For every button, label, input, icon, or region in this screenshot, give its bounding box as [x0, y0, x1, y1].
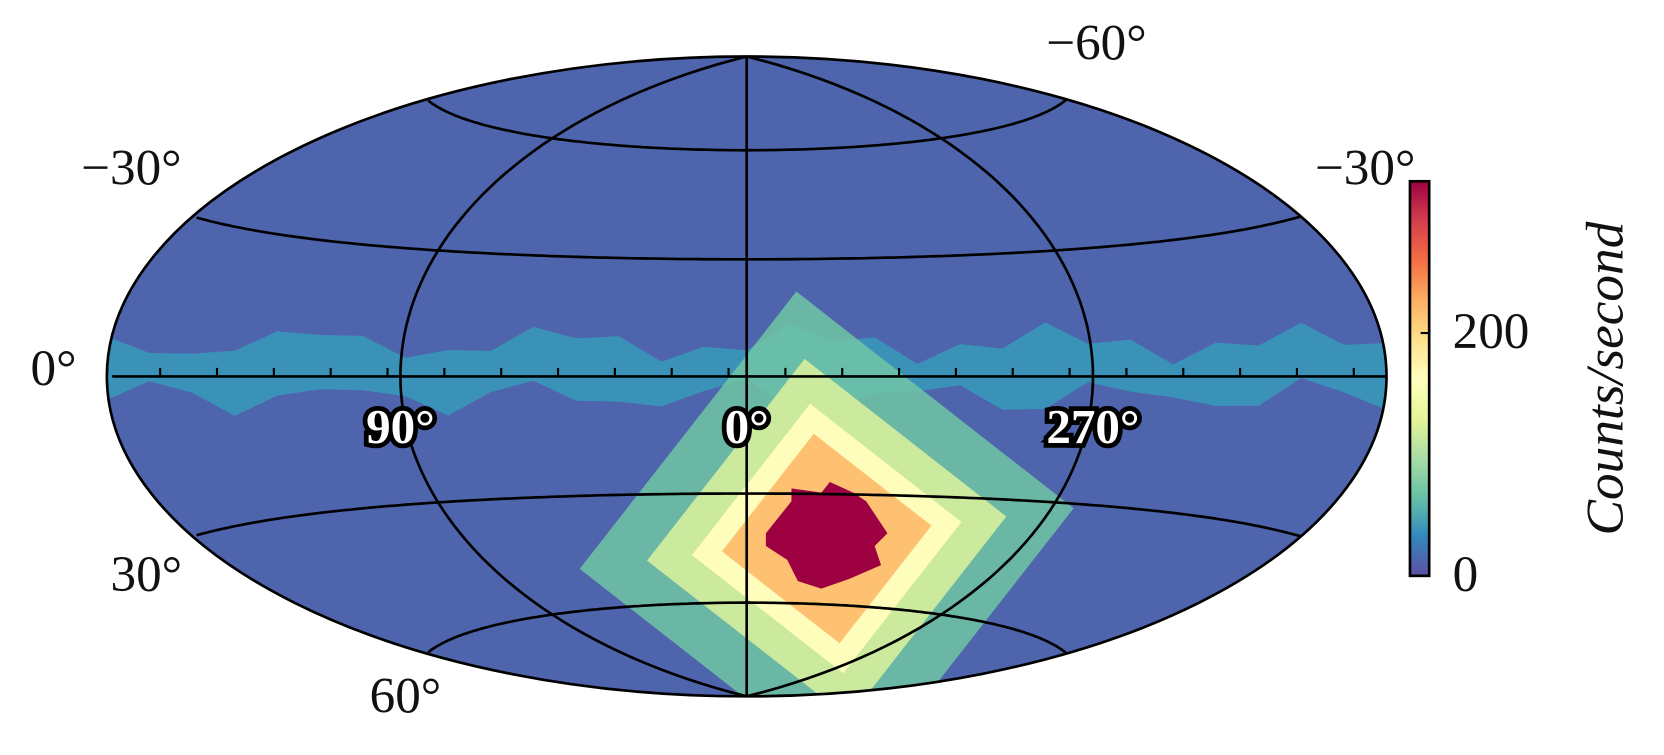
parallel-label: 30° — [110, 546, 182, 603]
parallel-label: −30° — [1315, 140, 1415, 197]
map-frame — [105, 55, 1388, 698]
parallel-label: −60° — [1046, 15, 1147, 72]
colorbar-label: Counts/second — [1575, 221, 1635, 535]
parallel-line — [196, 492, 1301, 538]
parallel-label: −30° — [81, 140, 182, 197]
colorbar — [1408, 179, 1431, 578]
meridian-line — [399, 55, 748, 698]
parallel-line — [427, 98, 1068, 152]
parallel-label: 0° — [31, 340, 77, 397]
parallel-label: 60° — [370, 667, 442, 724]
meridian-line — [746, 55, 1095, 698]
meridian-label: 90° — [366, 399, 435, 454]
meridian-label: 0° — [725, 399, 769, 454]
meridian-label: 270° — [1046, 399, 1139, 454]
colorbar-tick-label: 0 — [1453, 546, 1479, 603]
parallel-line — [427, 601, 1068, 655]
graticule — [112, 55, 1387, 698]
parallel-line — [196, 215, 1301, 261]
colorbar-tick-label: 200 — [1453, 303, 1530, 360]
map-region — [765, 482, 888, 589]
